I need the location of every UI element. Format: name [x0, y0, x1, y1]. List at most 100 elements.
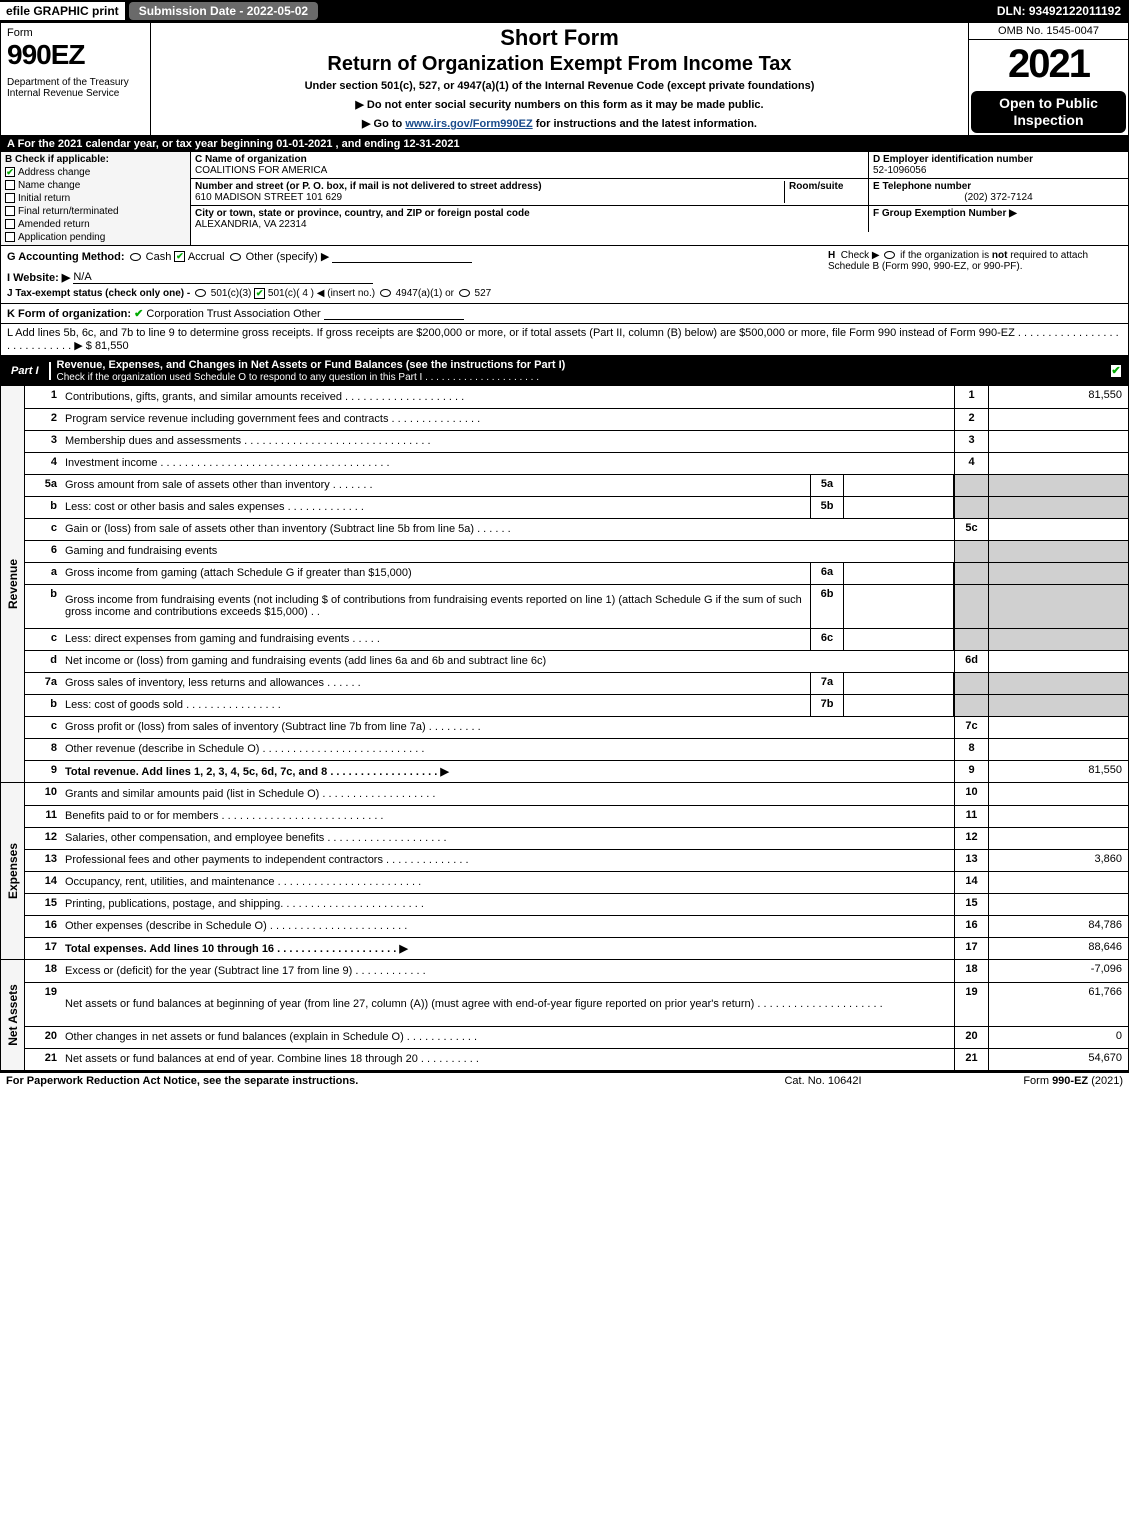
line-3: 3Membership dues and assessments . . . .… [25, 430, 1128, 452]
line-18: 18Excess or (deficit) for the year (Subt… [25, 960, 1128, 982]
revenue-side-label: Revenue [1, 386, 25, 782]
k-option-1[interactable]: Trust [207, 308, 234, 320]
h-checkbox[interactable] [884, 251, 895, 259]
checkbox-application-pending[interactable]: Application pending [5, 232, 186, 243]
i-label: I Website: ▶ [7, 272, 70, 284]
instruction-1: ▶ Do not enter social security numbers o… [159, 98, 960, 111]
l-text: L Add lines 5b, 6c, and 7b to line 9 to … [7, 327, 1119, 352]
main-title: Return of Organization Exempt From Incom… [159, 53, 960, 76]
g-other-blank [332, 262, 472, 263]
net-label: Net Assets [6, 984, 20, 1046]
checkbox-address-change[interactable]: ✔Address change [5, 167, 186, 178]
line-6: 6Gaming and fundraising events [25, 540, 1128, 562]
j-option-2[interactable]: 4947(a)(1) or [378, 288, 457, 299]
g-option-2[interactable]: Other (specify) ▶ [228, 251, 333, 263]
checkbox-amended-return[interactable]: Amended return [5, 219, 186, 230]
instruction-2: ▶ Go to www.irs.gov/Form990EZ for instru… [159, 117, 960, 130]
row-k: K Form of organization: ✔ Corporation Tr… [1, 304, 1128, 324]
form-header: Form 990EZ Department of the Treasury In… [1, 23, 1128, 136]
line-b: bLess: cost of goods sold . . . . . . . … [25, 694, 1128, 716]
submission-date: Submission Date - 2022-05-02 [129, 2, 318, 20]
header-left: Form 990EZ Department of the Treasury In… [1, 23, 151, 135]
org-name: COALITIONS FOR AMERICA [195, 165, 327, 176]
h-text: H Check ▶ if the organization is not req… [822, 250, 1122, 299]
row-g-h: G Accounting Method: Cash ✔ Accrual Othe… [1, 246, 1128, 304]
line-c: cGross profit or (loss) from sales of in… [25, 716, 1128, 738]
ein-cell: D Employer identification number 52-1096… [868, 152, 1128, 178]
l-value: 81,550 [95, 340, 129, 352]
part-1-header: Part I Revenue, Expenses, and Changes in… [1, 356, 1128, 386]
form-word: Form [7, 27, 144, 39]
subtitle: Under section 501(c), 527, or 4947(a)(1)… [159, 80, 960, 92]
ein-value: 52-1096056 [873, 165, 926, 176]
part-1-check: ✔ [1104, 364, 1128, 377]
g-option-0[interactable]: Cash [128, 251, 175, 263]
instr2-post: for instructions and the latest informat… [533, 118, 757, 130]
column-b: B Check if applicable: ✔Address changeNa… [1, 152, 191, 245]
phone-cell: E Telephone number (202) 372-7124 [868, 179, 1128, 205]
line-11: 11Benefits paid to or for members . . . … [25, 805, 1128, 827]
org-name-cell: C Name of organization COALITIONS FOR AM… [191, 152, 868, 178]
expenses-side-label: Expenses [1, 783, 25, 959]
line-2: 2Program service revenue including gover… [25, 408, 1128, 430]
line-13: 13Professional fees and other payments t… [25, 849, 1128, 871]
city-value: ALEXANDRIA, VA 22314 [195, 219, 307, 230]
dln-label: DLN: 93492122011192 [989, 2, 1129, 20]
k-option-0[interactable]: ✔ Corporation [134, 308, 207, 320]
city-label: City or town, state or province, country… [195, 208, 530, 219]
k-option-2[interactable]: Association [234, 308, 293, 320]
g-label: G Accounting Method: [7, 251, 125, 263]
footer-center: Cat. No. 10642I [723, 1075, 923, 1087]
line-b: bLess: cost or other basis and sales exp… [25, 496, 1128, 518]
row-l: L Add lines 5b, 6c, and 7b to line 9 to … [1, 324, 1128, 356]
line-15: 15Printing, publications, postage, and s… [25, 893, 1128, 915]
line-12: 12Salaries, other compensation, and empl… [25, 827, 1128, 849]
line-20: 20Other changes in net assets or fund ba… [25, 1026, 1128, 1048]
j-option-3[interactable]: 527 [457, 288, 491, 299]
checkbox-name-change[interactable]: Name change [5, 180, 186, 191]
irs-link[interactable]: www.irs.gov/Form990EZ [405, 118, 532, 130]
phone-value: (202) 372-7124 [873, 192, 1124, 203]
k-option-3[interactable]: Other [293, 308, 324, 320]
revenue-section: Revenue 1Contributions, gifts, grants, a… [1, 386, 1128, 783]
address-cell: Number and street (or P. O. box, if mail… [191, 179, 868, 205]
part-1-checkbox[interactable]: ✔ [1111, 365, 1120, 377]
line-16: 16Other expenses (describe in Schedule O… [25, 915, 1128, 937]
instr2-pre: ▶ Go to [362, 118, 405, 130]
header-right: OMB No. 1545-0047 2021 Open to Public In… [968, 23, 1128, 135]
part-1-sub: Check if the organization used Schedule … [57, 372, 539, 383]
j-label: J Tax-exempt status (check only one) - [7, 288, 193, 299]
checkbox-final-return-terminated[interactable]: Final return/terminated [5, 206, 186, 217]
line-17: 17Total expenses. Add lines 10 through 1… [25, 937, 1128, 959]
addr-value: 610 MADISON STREET 101 629 [195, 192, 342, 203]
efile-label: efile GRAPHIC print [0, 2, 125, 20]
revenue-label: Revenue [6, 559, 20, 609]
j-option-0[interactable]: 501(c)(3) [193, 288, 254, 299]
checkbox-initial-return[interactable]: Initial return [5, 193, 186, 204]
k-label: K Form of organization: [7, 308, 131, 320]
form-number: 990EZ [7, 39, 144, 71]
j-option-1[interactable]: ✔ 501(c)( 4 ) ◀ (insert no.) [254, 288, 378, 299]
g-option-1[interactable]: ✔ Accrual [174, 251, 227, 263]
line-10: 10Grants and similar amounts paid (list … [25, 783, 1128, 805]
city-cell: City or town, state or province, country… [191, 206, 868, 232]
room-label: Room/suite [789, 181, 843, 192]
page-footer: For Paperwork Reduction Act Notice, see … [0, 1073, 1129, 1089]
part-1-title: Revenue, Expenses, and Changes in Net As… [51, 356, 1104, 386]
open-to-public: Open to Public Inspection [971, 91, 1126, 133]
line-9: 9Total revenue. Add lines 1, 2, 3, 4, 5c… [25, 760, 1128, 782]
form-container: Form 990EZ Department of the Treasury In… [0, 22, 1129, 1073]
group-exempt-cell: F Group Exemption Number ▶ [868, 206, 1128, 232]
part-1-title-text: Revenue, Expenses, and Changes in Net As… [57, 359, 566, 371]
ein-label: D Employer identification number [873, 154, 1033, 165]
section-b-to-f: B Check if applicable: ✔Address changeNa… [1, 152, 1128, 246]
expenses-label: Expenses [6, 843, 20, 899]
header-mid: Short Form Return of Organization Exempt… [151, 23, 968, 135]
line-21: 21Net assets or fund balances at end of … [25, 1048, 1128, 1070]
part-1-tab: Part I [1, 362, 51, 380]
row-a-tax-year: A For the 2021 calendar year, or tax yea… [1, 136, 1128, 152]
tax-year: 2021 [969, 40, 1128, 89]
net-side-label: Net Assets [1, 960, 25, 1070]
line-b: bGross income from fundraising events (n… [25, 584, 1128, 628]
footer-right: Form 990-EZ (2021) [923, 1075, 1123, 1087]
